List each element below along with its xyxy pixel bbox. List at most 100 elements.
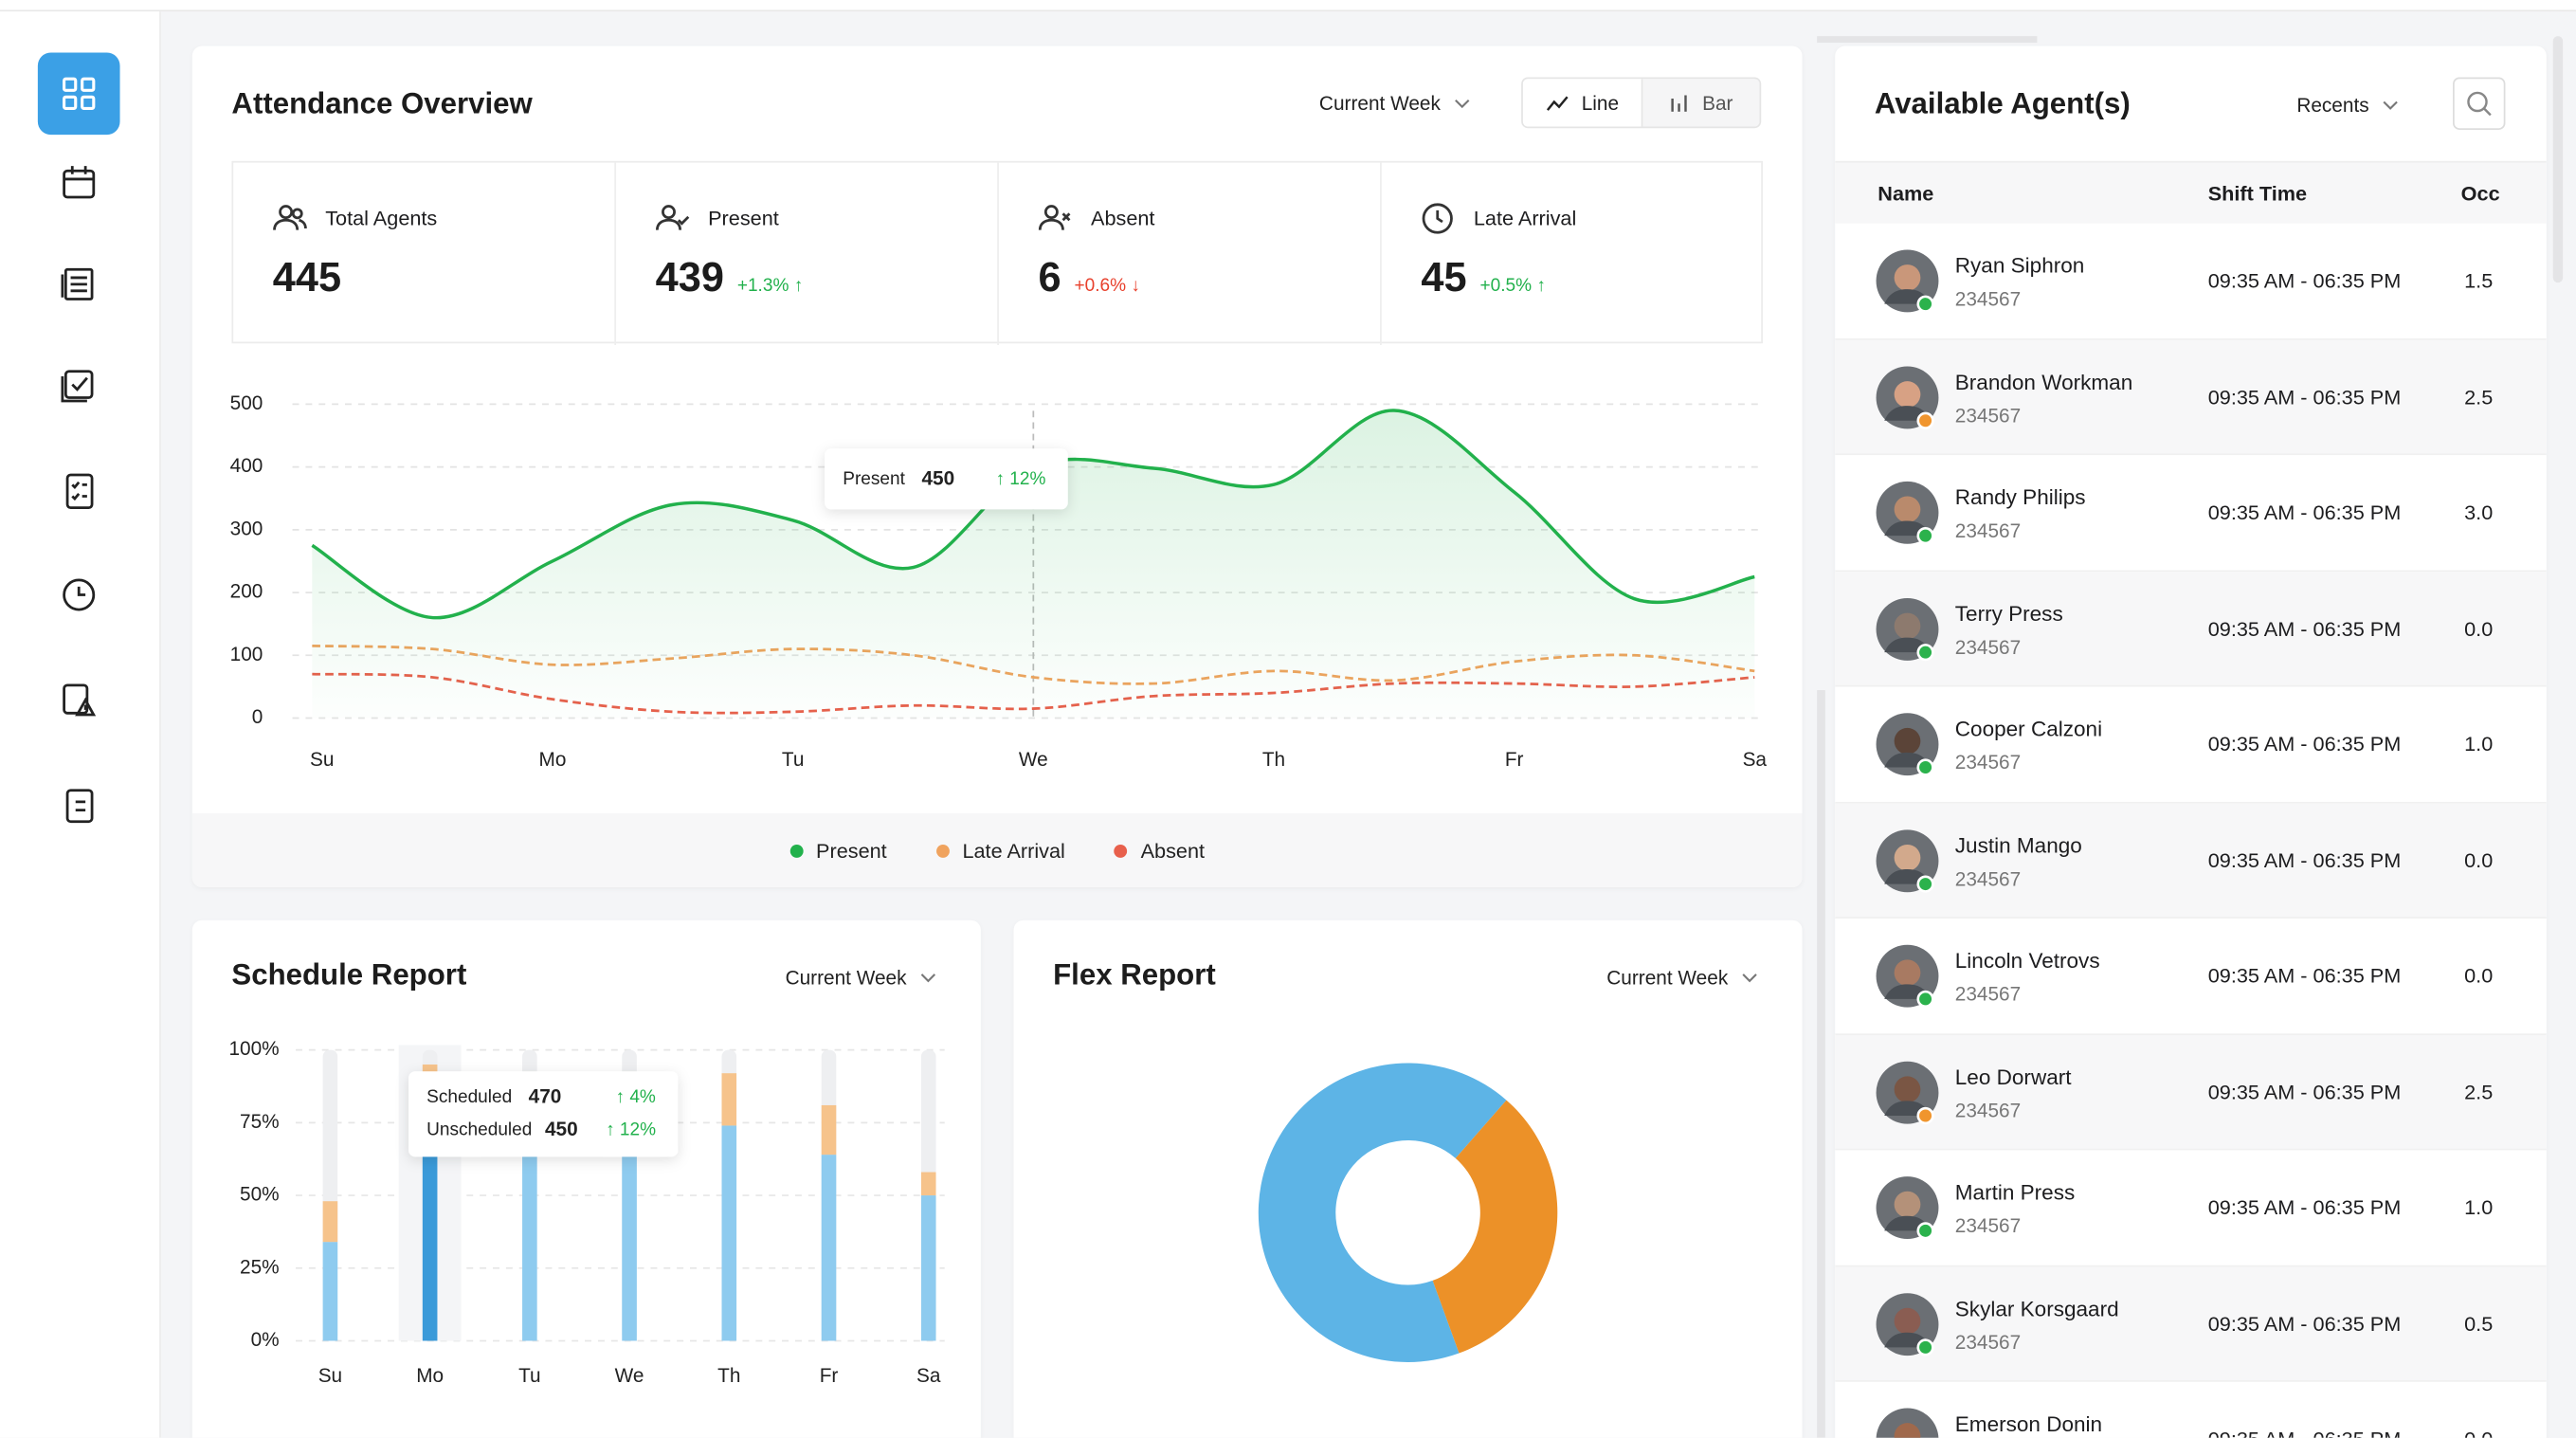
period-dropdown[interactable]: Current Week [785,966,936,990]
table-row[interactable]: Justin Mango 234567 09:35 AM - 06:35 PM 0.0 [1835,802,2547,919]
dropdown-label: Recents [2296,93,2369,118]
shift-time: 09:35 AM - 06:35 PM [2207,616,2402,641]
card-title: Available Agent(s) [1874,86,2131,120]
legend-label: Absent [1140,838,1206,863]
table-row[interactable]: Martin Press 234567 09:35 AM - 06:35 PM 1.0 [1835,1150,2547,1266]
agent-name: Randy Philips [1954,484,2086,510]
avatar [1876,1060,1939,1124]
legend-label: Late Arrival [962,838,1065,863]
column-header: Name [1878,182,1934,206]
stat-change: +0.6% ↓ [1074,276,1140,297]
nav-active[interactable] [37,52,120,136]
agent-name: Martin Press [1954,1179,2076,1205]
stat-value: 45 [1421,254,1467,301]
table-row[interactable]: Brandon Workman 234567 09:35 AM - 06:35 PM… [1835,338,2547,456]
agent-name: Leo Dorwart [1954,1064,2072,1089]
agent-name: Skylar Korsgaard [1954,1295,2119,1320]
agent-id: 234567 [1954,1098,2022,1122]
toggle-line[interactable]: Line [1522,79,1643,127]
sort-dropdown[interactable]: Recents [2296,94,2399,117]
nav-icon [65,789,94,824]
stat-value: 445 [272,254,342,301]
status-dot [1916,1106,1934,1124]
legend-item[interactable]: Late Arrival [935,838,1065,863]
shift-time: 09:35 AM - 06:35 PM [2207,733,2402,756]
dropdown-label: Current Week [1606,966,1729,990]
nav-item[interactable] [54,260,103,309]
schedule-card: Schedule Report Current Week [191,919,981,1438]
occupancy: 1.0 [2464,1195,2494,1220]
chevron [1742,974,1757,983]
occupancy: 2.5 [2464,385,2494,409]
table-row[interactable]: Lincoln Vetrovs 234567 09:35 AM - 06:35 PM… [1835,918,2547,1035]
avatar [1876,481,1939,545]
table-body: Ryan Siphron 234567 09:35 AM - 06:35 PM 1.5… [1835,223,2547,1438]
stat-value: 439 [655,254,724,301]
agent-name: Brandon Workman [1954,369,2133,394]
nav-icon [63,683,97,717]
table-row[interactable]: Randy Philips 234567 09:35 AM - 06:35 PM 3.… [1835,455,2547,572]
nav-item[interactable] [54,570,103,619]
stat-value-row: 439 +1.3% ↑ [656,255,804,302]
sidebar [0,11,161,1438]
legend-item[interactable]: Present [789,839,887,862]
card-title: Attendance Overview [231,86,533,120]
occupancy: 2.5 [2464,1080,2494,1103]
period-dropdown[interactable]: Current Week [1319,92,1470,115]
shift-time: 09:35 AM - 06:35 PM [2207,964,2402,988]
agent-id: 234567 [1954,634,2022,659]
table-row[interactable]: Emerson Donin23456709:35 AM - 06:35 PM0.… [1835,1381,2547,1438]
avatar [1876,828,1939,892]
shift-time: 09:35 AM - 06:35 PM [2207,1195,2402,1220]
dropdown-label: Current Week [1318,92,1441,116]
scroll-track [1817,36,2038,44]
nav-item[interactable] [54,360,103,410]
nav-icon [61,370,94,403]
table-header: Name Shift Time Occ [1835,160,2547,228]
shift-time: 09:35 AM - 06:35 PM [2207,501,2402,524]
table-row[interactable]: Ryan Siphron 234567 09:35 AM - 06:35 PM 1.5 [1835,223,2547,339]
nav-icon [61,267,94,300]
nav-item[interactable] [54,780,103,829]
avatar [1876,249,1939,313]
stat-icon [1422,203,1453,234]
stat-cell: Absent 6 +0.6% ↓ [999,162,1382,346]
top-bar [0,0,2576,12]
stat-icon [655,205,690,230]
dropdown-label: Current Week [785,966,907,990]
legend-item[interactable]: Absent [1114,838,1206,863]
chevron [920,974,935,983]
card-title: Flex Report [1053,957,1216,992]
occupancy: 0.0 [2464,616,2494,641]
period-dropdown[interactable]: Current Week [1606,966,1757,990]
agent-name: Justin Mango [1954,831,2082,857]
chart-toggle: Line Bar [1521,77,1762,129]
legend-dot [1114,844,1128,857]
chevron [2383,100,2398,110]
table-row[interactable]: Cooper Calzoni 234567 09:35 AM - 06:35 PM 1… [1835,686,2547,803]
agent-id: 234567 [1954,1330,2022,1354]
occupancy: 0.0 [2464,848,2494,872]
nav-icon [63,578,96,611]
toggle-bar[interactable]: Bar [1642,79,1760,127]
nav-item[interactable] [54,675,103,724]
table-row[interactable]: Leo Dorwart 234567 09:35 AM - 06:35 PM 2.5 [1835,1034,2547,1151]
avatar [1876,365,1939,428]
agent-id: 234567 [1954,982,2022,1006]
table-row[interactable]: Skylar Korsgaard 234567 09:35 AM - 06:35 P… [1835,1265,2547,1382]
chevron [1454,100,1470,109]
search-button[interactable] [2452,77,2506,130]
shift-time: 09:35 AM - 06:35 PM [2207,385,2402,409]
scroll-track [1817,690,1825,1438]
agent-id: 234567 [1954,751,2022,774]
nav-item[interactable] [54,157,103,207]
avatar [1876,1176,1939,1240]
avatar [1876,1408,1939,1438]
occupancy: 3.0 [2464,501,2494,524]
agents-card: Available Agent(s) Recents Name Shift Tim… [1835,46,2547,1438]
avatar [1876,597,1939,661]
line-icon [1546,95,1569,111]
table-row[interactable]: Terry Press 234567 09:35 AM - 06:35 PM 0.0 [1835,571,2547,687]
nav-item[interactable] [54,466,103,516]
